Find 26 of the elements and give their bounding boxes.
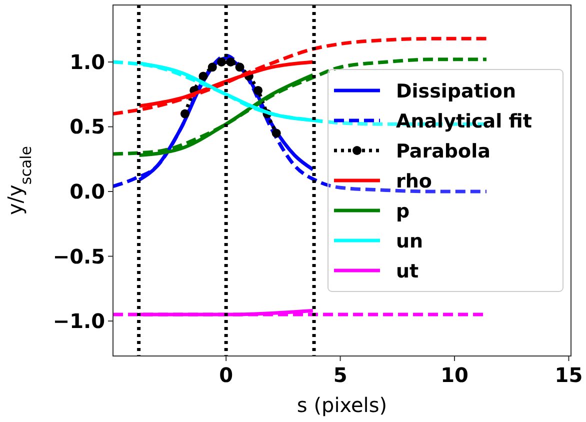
y-tick-label: 0.0 [70, 180, 105, 204]
legend-label: Analytical fit [396, 110, 532, 132]
point [272, 128, 281, 138]
point [226, 57, 236, 66]
x-tick-label: 5 [333, 363, 348, 387]
y-tick-label: −1.0 [52, 309, 105, 334]
point [180, 109, 190, 118]
y-tick-label: 1.0 [70, 50, 105, 74]
legend-label: un [396, 230, 424, 252]
legend-label: p [396, 200, 410, 222]
x-tick-label: 15 [554, 363, 583, 387]
legend-label: Dissipation [396, 80, 516, 102]
x-tick-label: 0 [219, 363, 234, 387]
point [254, 86, 263, 95]
y-tick-label: −0.5 [52, 244, 105, 268]
legend-label: ut [396, 260, 419, 282]
y-tick-label: 0.5 [70, 114, 105, 139]
x-axis-title: s (pixels) [296, 393, 388, 417]
point [217, 57, 226, 66]
x-tick-label: 10 [440, 363, 468, 387]
point [208, 62, 217, 72]
point [235, 62, 244, 72]
point [198, 72, 208, 81]
legend-label: Parabola [396, 140, 490, 162]
line-series [138, 60, 315, 108]
legend-label: rho [396, 170, 432, 192]
